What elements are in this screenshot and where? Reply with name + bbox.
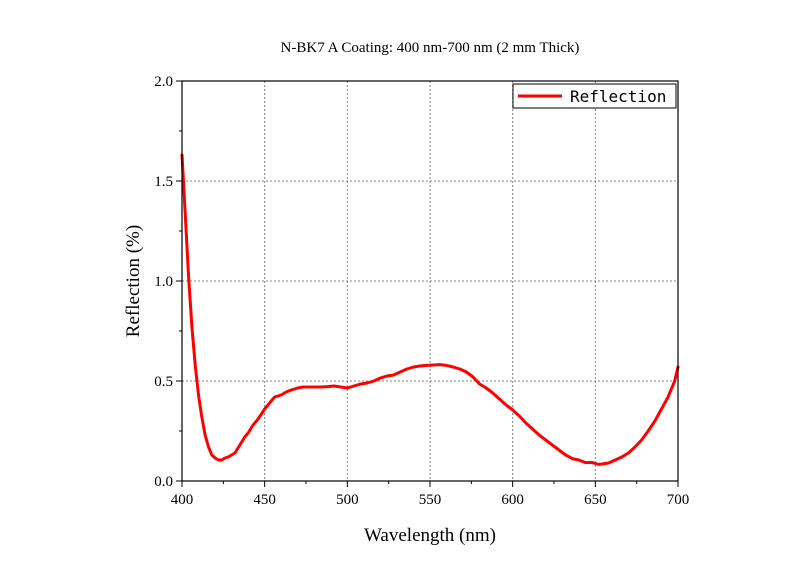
chart-title: N-BK7 A Coating: 400 nm-700 nm (2 mm Thi… <box>281 40 580 56</box>
x-axis: 400 450 500 550 600 650 700 <box>171 481 690 508</box>
y-axis: 0.0 0.5 1.0 1.5 2.0 <box>154 74 182 490</box>
legend: Reflection <box>512 83 677 109</box>
y-axis-label: Reflection (%) <box>123 225 144 337</box>
y-tick-label: 0.5 <box>154 374 173 390</box>
x-axis-label: Wavelength (nm) <box>364 525 496 546</box>
legend-label: Reflection <box>570 87 666 106</box>
y-tick-label: 1.5 <box>154 174 173 190</box>
x-tick-label: 700 <box>667 492 690 508</box>
series-line-reflection <box>180 153 680 466</box>
y-tick-label: 1.0 <box>154 274 173 290</box>
x-tick-label: 500 <box>336 492 359 508</box>
x-tick-label: 450 <box>253 492 276 508</box>
x-tick-label: 650 <box>584 492 607 508</box>
y-tick-label: 2.0 <box>154 74 173 90</box>
x-tick-label: 550 <box>419 492 442 508</box>
series-layer <box>180 153 680 466</box>
grid-layer <box>182 81 678 481</box>
x-tick-label: 400 <box>171 492 194 508</box>
x-tick-label: 600 <box>501 492 524 508</box>
y-tick-label: 0.0 <box>154 474 173 490</box>
